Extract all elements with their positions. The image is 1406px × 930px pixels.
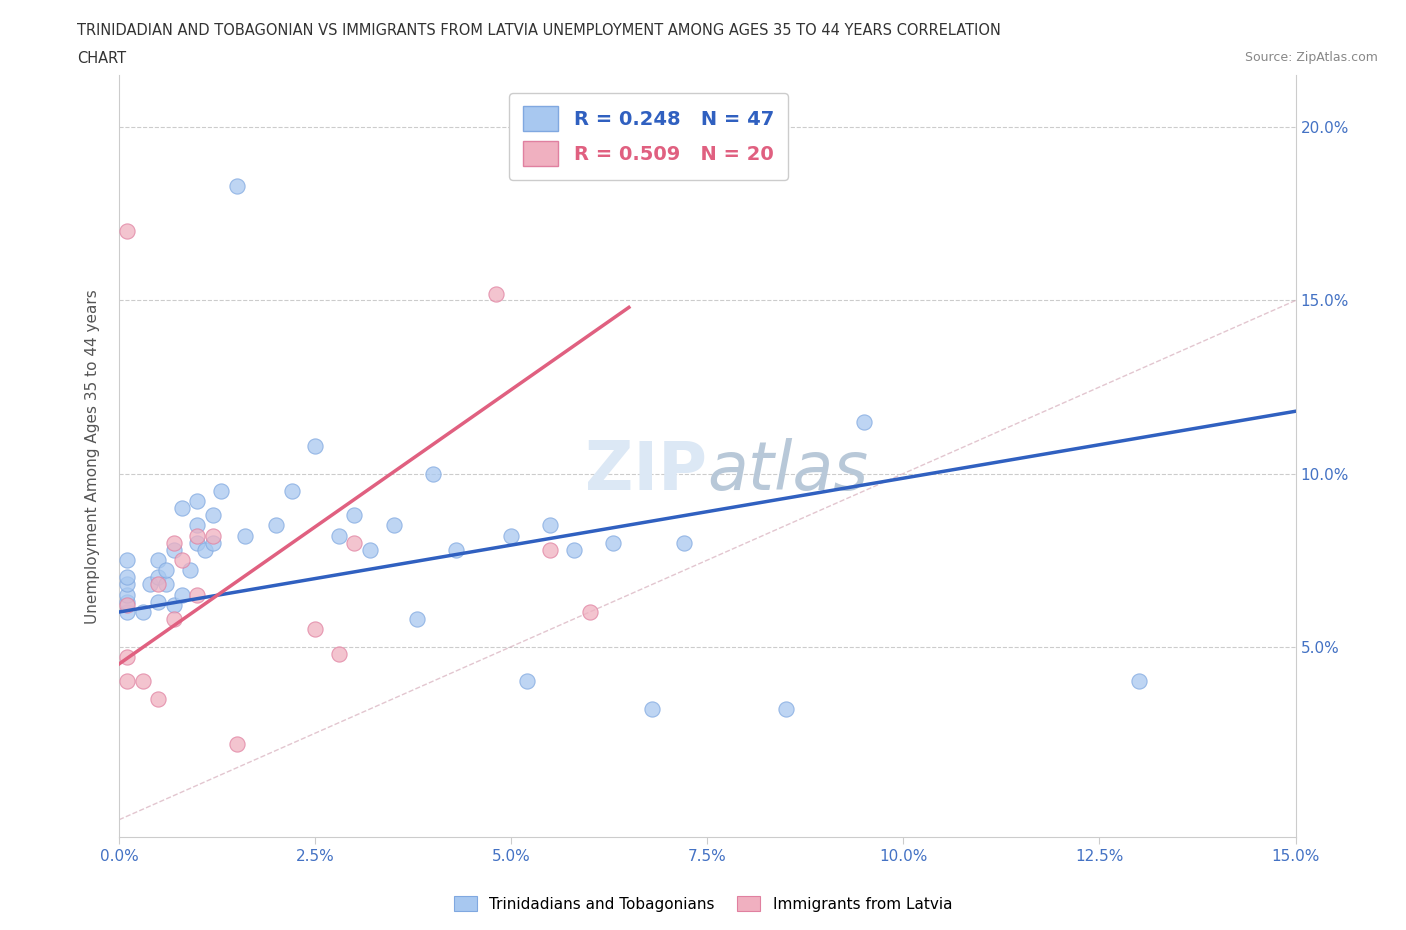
Point xyxy=(304,438,326,453)
Point xyxy=(148,577,170,591)
Point xyxy=(516,674,538,689)
Legend: R = 0.248   N = 47, R = 0.509   N = 20: R = 0.248 N = 47, R = 0.509 N = 20 xyxy=(509,93,787,179)
Text: Source: ZipAtlas.com: Source: ZipAtlas.com xyxy=(1244,51,1378,64)
Point xyxy=(280,484,302,498)
Point xyxy=(233,528,256,543)
Y-axis label: Unemployment Among Ages 35 to 44 years: Unemployment Among Ages 35 to 44 years xyxy=(86,289,100,624)
Legend: Trinidadians and Tobagonians, Immigrants from Latvia: Trinidadians and Tobagonians, Immigrants… xyxy=(447,889,959,918)
Text: CHART: CHART xyxy=(77,51,127,66)
Point xyxy=(562,542,585,557)
Point xyxy=(170,587,193,602)
Point xyxy=(115,594,138,609)
Point xyxy=(115,577,138,591)
Text: ZIP: ZIP xyxy=(585,438,707,504)
Point xyxy=(225,179,247,193)
Point xyxy=(186,587,208,602)
Point xyxy=(672,536,695,551)
Point xyxy=(170,552,193,567)
Point xyxy=(170,500,193,515)
Point xyxy=(343,508,366,523)
Point xyxy=(115,649,138,664)
Point xyxy=(148,691,170,706)
Point xyxy=(194,542,217,557)
Point xyxy=(422,466,444,481)
Point xyxy=(115,552,138,567)
Point xyxy=(163,598,186,613)
Point xyxy=(115,570,138,585)
Point xyxy=(115,598,138,613)
Point xyxy=(131,604,153,619)
Point xyxy=(186,528,208,543)
Point xyxy=(225,737,247,751)
Point xyxy=(163,612,186,627)
Point xyxy=(382,518,405,533)
Point xyxy=(202,528,225,543)
Point xyxy=(115,587,138,602)
Point xyxy=(1128,674,1150,689)
Point xyxy=(538,542,561,557)
Point xyxy=(641,701,664,716)
Point xyxy=(775,701,797,716)
Point xyxy=(163,536,186,551)
Point xyxy=(155,563,177,578)
Point xyxy=(328,528,350,543)
Text: TRINIDADIAN AND TOBAGONIAN VS IMMIGRANTS FROM LATVIA UNEMPLOYMENT AMONG AGES 35 : TRINIDADIAN AND TOBAGONIAN VS IMMIGRANTS… xyxy=(77,23,1001,38)
Point xyxy=(602,536,624,551)
Point xyxy=(343,536,366,551)
Point xyxy=(139,577,162,591)
Point xyxy=(155,577,177,591)
Point xyxy=(186,494,208,509)
Point xyxy=(148,594,170,609)
Point xyxy=(446,542,468,557)
Point xyxy=(186,518,208,533)
Point xyxy=(264,518,287,533)
Point xyxy=(501,528,523,543)
Point xyxy=(115,674,138,689)
Point xyxy=(406,612,429,627)
Point xyxy=(163,542,186,557)
Point xyxy=(148,570,170,585)
Point xyxy=(538,518,561,533)
Point xyxy=(115,604,138,619)
Point xyxy=(484,286,506,301)
Point xyxy=(202,508,225,523)
Point xyxy=(328,646,350,661)
Point xyxy=(202,536,225,551)
Point xyxy=(148,552,170,567)
Point xyxy=(578,604,600,619)
Point xyxy=(131,674,153,689)
Text: atlas: atlas xyxy=(707,438,869,504)
Point xyxy=(179,563,201,578)
Point xyxy=(359,542,381,557)
Point xyxy=(853,414,876,429)
Point xyxy=(115,224,138,239)
Point xyxy=(304,622,326,637)
Point xyxy=(186,536,208,551)
Point xyxy=(209,484,232,498)
